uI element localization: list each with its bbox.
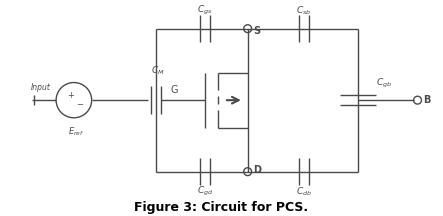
Text: $C_M$: $C_M$ [151, 64, 165, 77]
Text: +: + [67, 91, 74, 100]
Text: −: − [76, 101, 83, 110]
Text: G: G [171, 85, 178, 95]
Text: $C_{gs}$: $C_{gs}$ [198, 4, 213, 17]
Text: $C_{gd}$: $C_{gd}$ [197, 185, 214, 199]
Text: Figure 3: Circuit for PCS.: Figure 3: Circuit for PCS. [134, 201, 308, 214]
Text: S: S [253, 26, 261, 36]
Text: D: D [253, 165, 262, 175]
Text: B: B [424, 95, 431, 105]
Text: Input: Input [31, 83, 51, 92]
Text: $E_{ref}$: $E_{ref}$ [68, 126, 84, 138]
Text: $C_{sb}$: $C_{sb}$ [296, 4, 311, 17]
Text: $C_{gb}$: $C_{gb}$ [376, 77, 392, 90]
Text: $C_{db}$: $C_{db}$ [296, 185, 312, 198]
